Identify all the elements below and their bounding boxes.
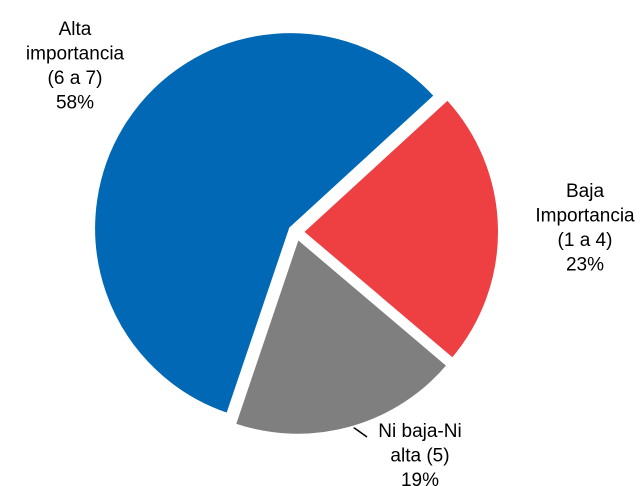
slice-label: Ni baja-Ni (378, 421, 461, 442)
slice-label: Alta (59, 19, 92, 40)
value-label: 19% (401, 470, 439, 486)
slice-label: Importancia (535, 206, 635, 227)
slice-label: (6 a 7) (48, 68, 103, 89)
pie-slice (301, 98, 500, 361)
pie-slice (93, 31, 437, 416)
slice-label: alta (5) (390, 446, 449, 467)
pie-slice (233, 237, 449, 436)
value-label: 58% (56, 93, 94, 114)
slice-label: (1 a 4) (558, 230, 613, 251)
slice-label: Baja (566, 181, 604, 202)
value-label: 23% (566, 255, 604, 276)
slice-label: importancia (26, 44, 125, 65)
leader-line (352, 426, 368, 438)
